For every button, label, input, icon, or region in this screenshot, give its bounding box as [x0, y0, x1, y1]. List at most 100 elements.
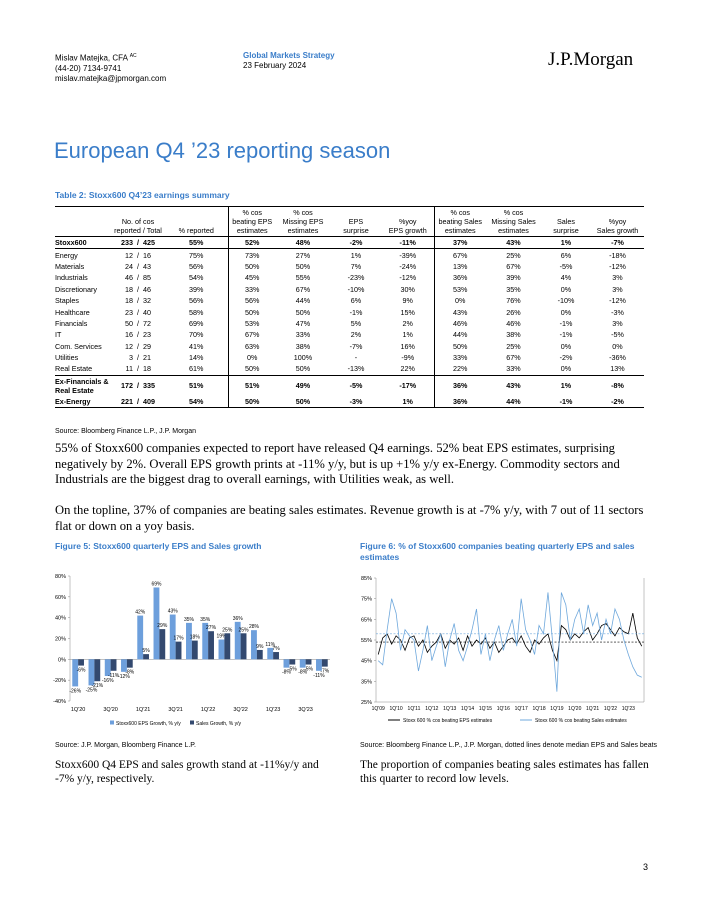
x-tick-label: 3Q'23 [298, 707, 313, 713]
table-cell: 39% [189, 284, 204, 294]
table-cell: 23 [125, 307, 133, 317]
y-tick-label: 20% [55, 637, 66, 643]
table-cell: 0% [227, 351, 276, 364]
bar [110, 659, 117, 671]
y-tick-label: 85% [361, 576, 372, 582]
bar [299, 659, 306, 668]
table-row: Stoxx600 233 / 425 55% 52% 48% -2% -11% 37% 43% 1% -… [55, 236, 644, 249]
table-cell: 30% [400, 284, 415, 294]
data-label: 18% [190, 635, 201, 641]
table-cell: / [137, 341, 139, 351]
table-cell: Industrials [55, 273, 88, 283]
table-cell: -2% [611, 396, 624, 406]
y-tick-label: -40% [53, 699, 66, 705]
table-cell: 61% [189, 364, 204, 374]
data-label: 28% [249, 624, 260, 630]
table-cell: 27% [295, 250, 311, 260]
table-cell: 2% [350, 330, 362, 340]
data-label: -5% [288, 667, 297, 673]
bar [143, 654, 149, 660]
table-cell: 67% [506, 261, 521, 271]
table-cell: -12% [399, 273, 417, 283]
figure-text: The proportion of companies beating sale… [360, 759, 649, 785]
table-caption: Table 2: Stoxx600 Q4’23 earnings summary [55, 190, 230, 200]
header-line: beating EPS [232, 217, 273, 226]
department: Global Markets Strategy [243, 51, 335, 60]
header-cell: % reported [165, 207, 228, 237]
table-cell: / [137, 396, 139, 406]
header-line: estimates [287, 226, 319, 235]
table-cell: 5% [350, 318, 362, 328]
x-tick-label: 1Q'10 [390, 706, 403, 712]
table-cell: 3% [612, 284, 623, 294]
table-cell: Staples [55, 296, 79, 306]
table-cell: 23 [143, 330, 151, 340]
table-cell: 22% [433, 363, 486, 376]
table-cell: 39% [506, 273, 521, 283]
header-line: %yoy [398, 217, 417, 226]
table-cell: 13% [610, 364, 625, 374]
page-number: 3 [643, 862, 649, 872]
table-cell: 100% [293, 353, 313, 363]
table-cell: / [137, 364, 139, 374]
header-line: % cos [293, 208, 313, 217]
table-cell: -1% [559, 396, 573, 406]
header-line: surprise [553, 226, 579, 235]
table-cell: -36% [609, 353, 626, 363]
data-label: 25% [222, 627, 233, 633]
bar [305, 659, 312, 665]
table-cell: 50% [227, 260, 276, 273]
y-tick-label: 55% [361, 638, 372, 644]
dept-block: Global Markets Strategy 23 February 2024 [243, 51, 335, 71]
bar [256, 649, 263, 660]
data-label: 9% [256, 644, 264, 650]
table-cell: 33% [506, 364, 521, 374]
table-cell: 12 [125, 250, 133, 260]
paragraph: On the topline, 37% of companies are bea… [55, 503, 644, 533]
table-cell: / [137, 353, 139, 363]
bar [78, 659, 84, 666]
table-cell: 43% [433, 306, 486, 318]
table-cell: 48% [295, 238, 311, 248]
table-cell: 52% [227, 236, 276, 249]
table-cell: 6% [350, 296, 362, 306]
header-line: %yoy [608, 217, 627, 226]
table-cell: 16 [143, 250, 151, 260]
header-line: No. of cos [121, 217, 155, 226]
table-cell: 50% [295, 364, 311, 374]
table-cell: 18 [143, 364, 151, 374]
bar [224, 633, 231, 660]
header-cell: %yoy EPS growth [382, 207, 434, 237]
table-cell: 47% [295, 318, 311, 328]
table-cell: 55% [189, 238, 204, 248]
table-cell: 51% [227, 375, 276, 396]
table-cell: 46 [125, 273, 133, 283]
table-cell: Healthcare [55, 307, 90, 317]
header-line: Missing EPS [282, 217, 324, 226]
table-cell: / [137, 307, 139, 317]
table-cell: 50% [295, 307, 311, 317]
x-tick-label: 1Q'22 [201, 707, 216, 713]
x-tick-label: 1Q'15 [479, 706, 492, 712]
table-cell: 233 [121, 238, 133, 248]
table-cell: 45% [227, 272, 276, 284]
table-cell: 2% [402, 318, 413, 328]
author: Mislav Matejka, CFA [55, 53, 128, 63]
table-cell: / [137, 250, 139, 260]
legend-label: Stoxx 600 % cos beating Sales estimates [535, 718, 627, 724]
table-cell: - [354, 353, 358, 363]
table-cell: 0% [612, 341, 623, 351]
bar [234, 621, 241, 660]
line-chart: 25% 35% 45% 55% 65% 75% 85% 1Q'09 1Q'10 1Q'11 1Q'1… [361, 576, 645, 724]
table-cell: 56% [189, 261, 204, 271]
table-cell: -24% [399, 261, 417, 271]
legend-label: Sales Growth, % y/y [196, 721, 242, 727]
table-cell: 29 [143, 341, 151, 351]
line [377, 613, 643, 663]
table-cell: 76% [506, 296, 521, 306]
table-cell: Stoxx600 [55, 238, 87, 248]
table-row: Financials 50 / 72 69% 53% 47% 5% 2% 46% 46% -1% 3% [55, 317, 644, 330]
figure-caption: Figure 5: Stoxx600 quarterly EPS and Sal… [55, 541, 262, 551]
table-row: Discretionary 18 / 46 39% 33% 67% -10% 30% 53% 35%… [55, 283, 644, 295]
bar [273, 652, 279, 660]
